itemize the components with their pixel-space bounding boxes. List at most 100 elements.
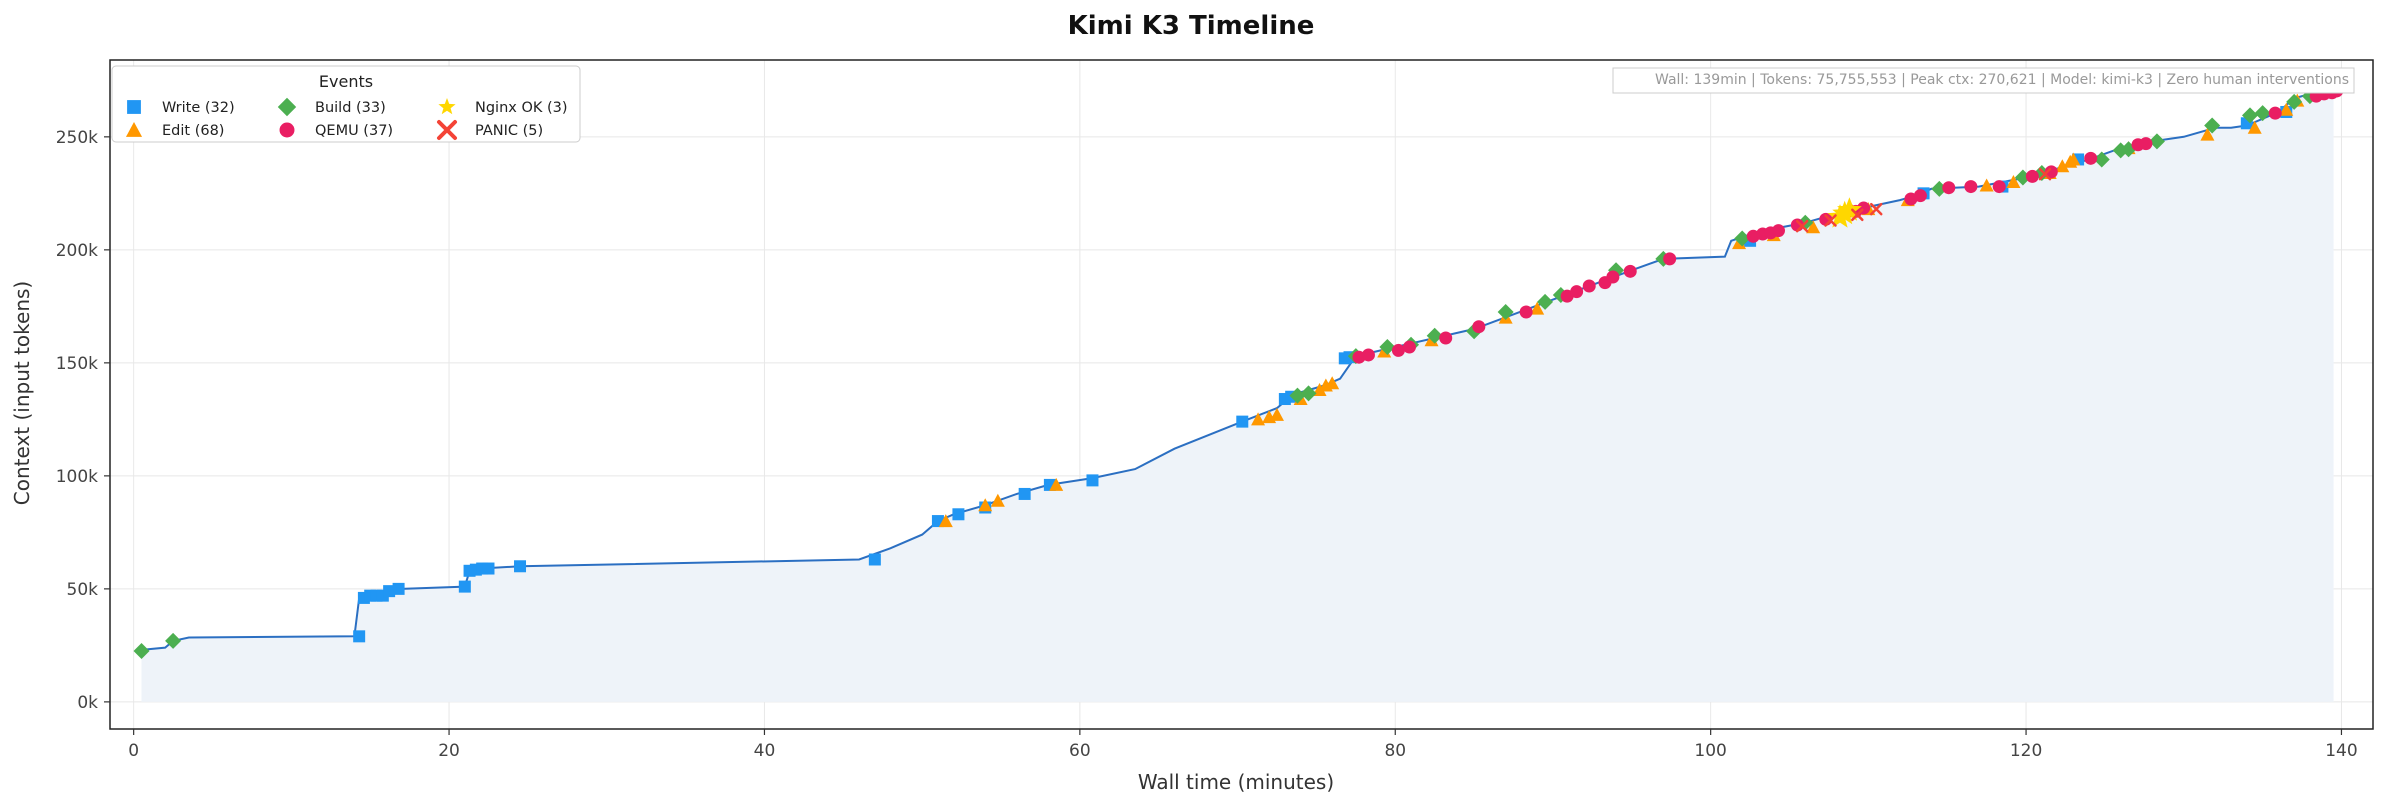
diamond-point <box>133 643 150 660</box>
triangle-point <box>2247 120 2262 134</box>
x-tick-label: 140 <box>2325 741 2357 761</box>
diamond-point <box>2148 133 2165 150</box>
legend-item: Nginx OK (3) <box>438 98 568 116</box>
legend-x-marker <box>437 120 457 140</box>
triangle-point <box>1979 178 1994 192</box>
legend-label: Build (33) <box>315 100 386 116</box>
axis-ticks: 0 20 40 60 80 100 120 140 0k 50k 100k 150k 200k 250k <box>56 128 2358 761</box>
circle-point <box>1361 348 1375 362</box>
run-info-box: Wall: 139min | Tokens: 75,755,553 | Peak… <box>1612 67 2355 94</box>
diamond-point <box>165 632 182 649</box>
series-star <box>1827 197 1862 228</box>
diamond-point <box>1379 339 1396 356</box>
square-point <box>1236 415 1249 428</box>
triangle-point <box>1049 477 1064 491</box>
legend-circle-marker <box>279 122 295 138</box>
y-tick-label: 250k <box>56 128 98 148</box>
diamond-point <box>1426 327 1443 344</box>
triangle-point <box>990 493 1005 507</box>
x-tick-label: 80 <box>1384 741 1406 761</box>
legend-star-marker <box>438 98 456 115</box>
triangle-point <box>2006 175 2021 189</box>
legend-square-marker <box>127 100 141 114</box>
x-tick-label: 0 <box>128 741 139 761</box>
circle-point <box>1992 180 2006 194</box>
circle-point <box>1623 264 1637 278</box>
circle-point <box>1582 279 1596 293</box>
plot-frame <box>109 59 2374 730</box>
square-point <box>514 560 527 573</box>
series-square <box>353 87 2324 643</box>
legend-label: Edit (68) <box>162 123 224 139</box>
diamond-point <box>2112 142 2129 159</box>
circle-point <box>1570 285 1584 299</box>
x-tick-label: 40 <box>754 741 776 761</box>
x-tick-label: 120 <box>2010 741 2042 761</box>
triangle-point <box>2066 152 2081 166</box>
circle-point <box>1771 224 1785 238</box>
series-circle <box>1352 84 2344 364</box>
context-area-fill <box>141 90 2334 702</box>
diamond-point <box>1300 385 1317 402</box>
circle-point <box>1439 331 1453 345</box>
square-point <box>458 580 471 593</box>
legend-item: QEMU (37) <box>279 122 393 139</box>
circle-point <box>2084 151 2098 165</box>
square-point <box>868 553 881 566</box>
circle-point <box>2025 169 2039 183</box>
diamond-point <box>2241 107 2258 124</box>
x-point <box>1824 214 1837 227</box>
legend-label: QEMU (37) <box>315 123 393 139</box>
circle-point <box>1402 340 1416 354</box>
circle-point <box>2268 106 2282 120</box>
legend-item: Write (32) <box>127 100 235 116</box>
x-point <box>2038 167 2052 181</box>
circle-point <box>1663 252 1677 266</box>
square-point <box>383 585 396 598</box>
diamond-point <box>1734 230 1751 247</box>
legend: Events Write (32) Edit (68) Build (33) QEMU… <box>111 65 581 143</box>
triangle-point <box>2279 102 2294 116</box>
diamond-point <box>1289 387 1306 404</box>
y-tick-label: 150k <box>56 354 98 374</box>
triangle-point <box>1312 382 1327 396</box>
triangle-point <box>978 498 993 512</box>
x-tick-label: 20 <box>438 741 460 761</box>
square-point <box>482 562 495 575</box>
context-line <box>141 89 2334 651</box>
circle-point <box>1964 180 1978 194</box>
triangle-point <box>1530 301 1545 315</box>
run-info-frame <box>1612 67 2355 94</box>
run-info-text: Wall: 139min | Tokens: 75,755,553 | Peak… <box>1655 72 2349 88</box>
triangle-point <box>1251 412 1266 426</box>
circle-point <box>1606 270 1620 284</box>
y-tick-label: 100k <box>56 467 98 487</box>
circle-point <box>1913 189 1927 203</box>
diamond-point <box>2286 93 2303 110</box>
circle-point <box>1519 305 1533 319</box>
event-markers <box>133 84 2344 660</box>
square-point <box>392 582 405 595</box>
y-axis-label: Context (input tokens) <box>10 281 34 505</box>
legend-triangle-marker <box>125 121 143 137</box>
x-tick-label: 100 <box>1694 741 1726 761</box>
series-x <box>1795 167 2052 233</box>
triangle-point <box>2200 127 2215 141</box>
x-axis-label: Wall time (minutes) <box>1138 770 1334 794</box>
y-tick-label: 50k <box>67 580 99 600</box>
legend-frame <box>111 65 581 143</box>
x-point <box>1795 219 1809 233</box>
circle-point <box>1472 320 1486 334</box>
x-point <box>1851 208 1864 222</box>
diamond-point <box>2254 105 2271 122</box>
x-point <box>1869 202 1883 216</box>
legend-label: Write (32) <box>162 100 235 116</box>
triangle-point <box>1269 407 1284 421</box>
square-point <box>1018 487 1031 500</box>
triangle-point <box>938 514 953 528</box>
triangle-point <box>2055 159 2070 173</box>
square-point <box>353 630 366 643</box>
legend-item: PANIC (5) <box>437 120 543 140</box>
chart-title: Kimi K3 Timeline <box>1068 11 1315 41</box>
y-tick-label: 200k <box>56 241 98 261</box>
